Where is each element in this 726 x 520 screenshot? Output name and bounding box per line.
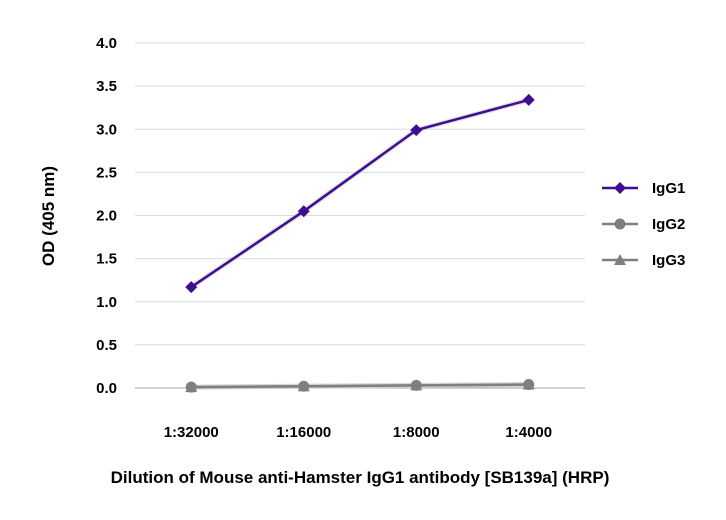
data-point (297, 205, 310, 218)
legend-item-igg3: IgG3 (602, 252, 685, 269)
data-point (410, 124, 423, 137)
legend-item-igg2: IgG2 (602, 216, 685, 233)
series-igg1 (185, 93, 535, 294)
legend-item-igg1: IgG1 (602, 180, 685, 197)
y-axis-ticks: 0.0 0.5 1.0 1.5 2.0 2.5 3.0 3.5 4.0 (96, 35, 117, 397)
series-line (191, 383, 529, 389)
y-tick-label: 3.5 (96, 78, 117, 95)
legend-label: IgG3 (652, 252, 685, 269)
x-axis-title: Dilution of Mouse anti-Hamster IgG1 anti… (111, 468, 610, 487)
x-tick-label: 1:32000 (164, 424, 219, 441)
data-point (523, 379, 535, 391)
x-tick-label: 1:16000 (276, 424, 331, 441)
x-tick-label: 1:4000 (505, 424, 552, 441)
legend-marker (614, 182, 626, 194)
y-axis-title: OD (405 nm) (39, 166, 58, 266)
data-point (185, 281, 198, 294)
legend-label: IgG1 (652, 180, 685, 197)
y-tick-label: 0.5 (96, 337, 117, 354)
y-tick-label: 1.0 (96, 294, 117, 311)
series-layer (185, 93, 535, 393)
legend-label: IgG2 (652, 216, 685, 233)
y-tick-label: 0.0 (96, 380, 117, 397)
legend: IgG1 IgG2 IgG3 (602, 180, 685, 269)
data-point (298, 380, 310, 392)
y-tick-label: 2.0 (96, 208, 117, 225)
legend-marker (614, 254, 626, 265)
series-igg2 (185, 379, 535, 393)
data-point (522, 93, 535, 106)
gridlines (135, 42, 585, 346)
data-point (185, 381, 197, 393)
x-tick-label: 1:8000 (393, 424, 440, 441)
series-line (190, 98, 530, 289)
x-axis-ticks: 1:32000 1:16000 1:8000 1:4000 (164, 424, 552, 441)
y-tick-label: 3.0 (96, 121, 117, 138)
legend-marker (614, 218, 626, 230)
y-tick-label: 1.5 (96, 251, 117, 268)
data-point (410, 379, 422, 391)
y-tick-label: 2.5 (96, 164, 117, 181)
y-tick-label: 4.0 (96, 35, 117, 52)
